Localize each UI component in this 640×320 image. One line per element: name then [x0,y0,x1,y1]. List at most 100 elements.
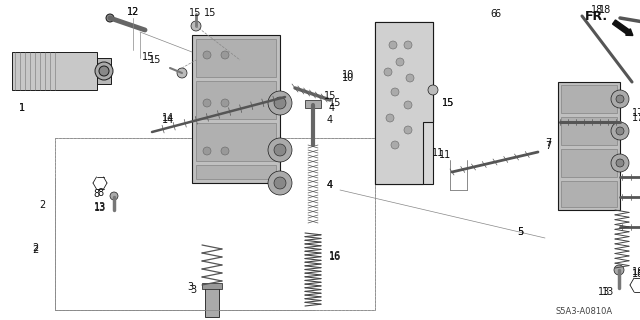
Text: 4: 4 [327,180,333,190]
Circle shape [384,68,392,76]
Circle shape [386,114,394,122]
Polygon shape [375,22,433,184]
Circle shape [616,159,624,167]
Bar [205,287,219,317]
Text: 1: 1 [19,103,25,113]
Text: 17: 17 [632,113,640,123]
Text: 14: 14 [162,115,174,125]
Text: 17: 17 [632,108,640,118]
Circle shape [177,68,187,78]
Text: 11: 11 [439,150,451,160]
Circle shape [221,51,229,59]
Text: 6: 6 [494,9,500,19]
Circle shape [268,138,292,162]
Circle shape [404,101,412,109]
Bar [97,58,111,84]
Text: 13: 13 [598,287,610,297]
Circle shape [110,192,118,200]
Circle shape [611,90,629,108]
Text: 16: 16 [329,252,341,262]
Text: 15: 15 [204,8,216,18]
Text: 13: 13 [602,287,614,297]
Bar [196,81,276,119]
Text: 15: 15 [329,98,341,108]
Text: 6: 6 [490,9,496,19]
Text: 15: 15 [442,98,454,108]
Text: 5: 5 [517,227,523,237]
Circle shape [221,147,229,155]
Bar [202,283,222,289]
Text: 4: 4 [327,180,333,190]
Circle shape [268,91,292,115]
Text: 4: 4 [329,103,335,113]
FancyArrow shape [612,20,633,36]
Bar [196,39,276,77]
Circle shape [99,66,109,76]
Bar [305,100,321,108]
Text: 15: 15 [149,55,161,65]
Bar [561,181,617,207]
Text: 18: 18 [599,5,611,15]
Text: 4: 4 [327,115,333,125]
Text: 14: 14 [162,113,174,123]
Circle shape [106,14,114,22]
Circle shape [203,147,211,155]
Circle shape [95,62,113,80]
Bar [196,165,276,179]
Text: 8: 8 [93,189,99,199]
Text: 12: 12 [127,7,139,17]
Text: S5A3-A0810A: S5A3-A0810A [555,308,612,316]
Text: 13: 13 [94,203,106,213]
Circle shape [391,88,399,96]
Text: 15: 15 [442,98,454,108]
Text: 2: 2 [32,243,38,253]
Circle shape [614,265,624,275]
Text: 10: 10 [342,73,354,83]
Circle shape [616,95,624,103]
Circle shape [389,41,397,49]
Text: 11: 11 [432,148,444,158]
Bar [55,138,375,310]
Text: 7: 7 [545,141,551,151]
Text: 5: 5 [517,227,523,237]
Circle shape [404,41,412,49]
Bar [12,52,97,90]
Text: 3: 3 [187,282,193,292]
Bar [561,85,617,113]
Text: 3: 3 [190,285,196,295]
Text: 2: 2 [32,245,38,255]
Circle shape [221,99,229,107]
Text: 18: 18 [632,269,640,279]
Bar [561,117,617,145]
Text: 16: 16 [329,251,341,261]
Text: 15: 15 [142,52,154,62]
Circle shape [274,177,286,189]
Bar [561,149,617,177]
Circle shape [274,144,286,156]
Circle shape [611,154,629,172]
Text: 10: 10 [342,70,354,80]
Bar [192,35,280,183]
Text: FR.: FR. [585,10,608,22]
Circle shape [274,97,286,109]
Circle shape [406,74,414,82]
Bar [196,123,276,161]
Text: 12: 12 [127,7,139,17]
Circle shape [191,21,201,31]
Circle shape [268,171,292,195]
Text: 18: 18 [632,267,640,277]
Circle shape [404,126,412,134]
Bar [558,82,620,210]
Text: 15: 15 [189,8,201,18]
Bar [55,138,375,310]
Circle shape [391,141,399,149]
Bar [375,22,433,184]
Text: 7: 7 [545,138,551,148]
Circle shape [396,58,404,66]
Text: 1: 1 [19,103,25,113]
Circle shape [203,99,211,107]
Text: 2: 2 [39,200,45,210]
Circle shape [611,122,629,140]
Circle shape [203,51,211,59]
Circle shape [616,127,624,135]
